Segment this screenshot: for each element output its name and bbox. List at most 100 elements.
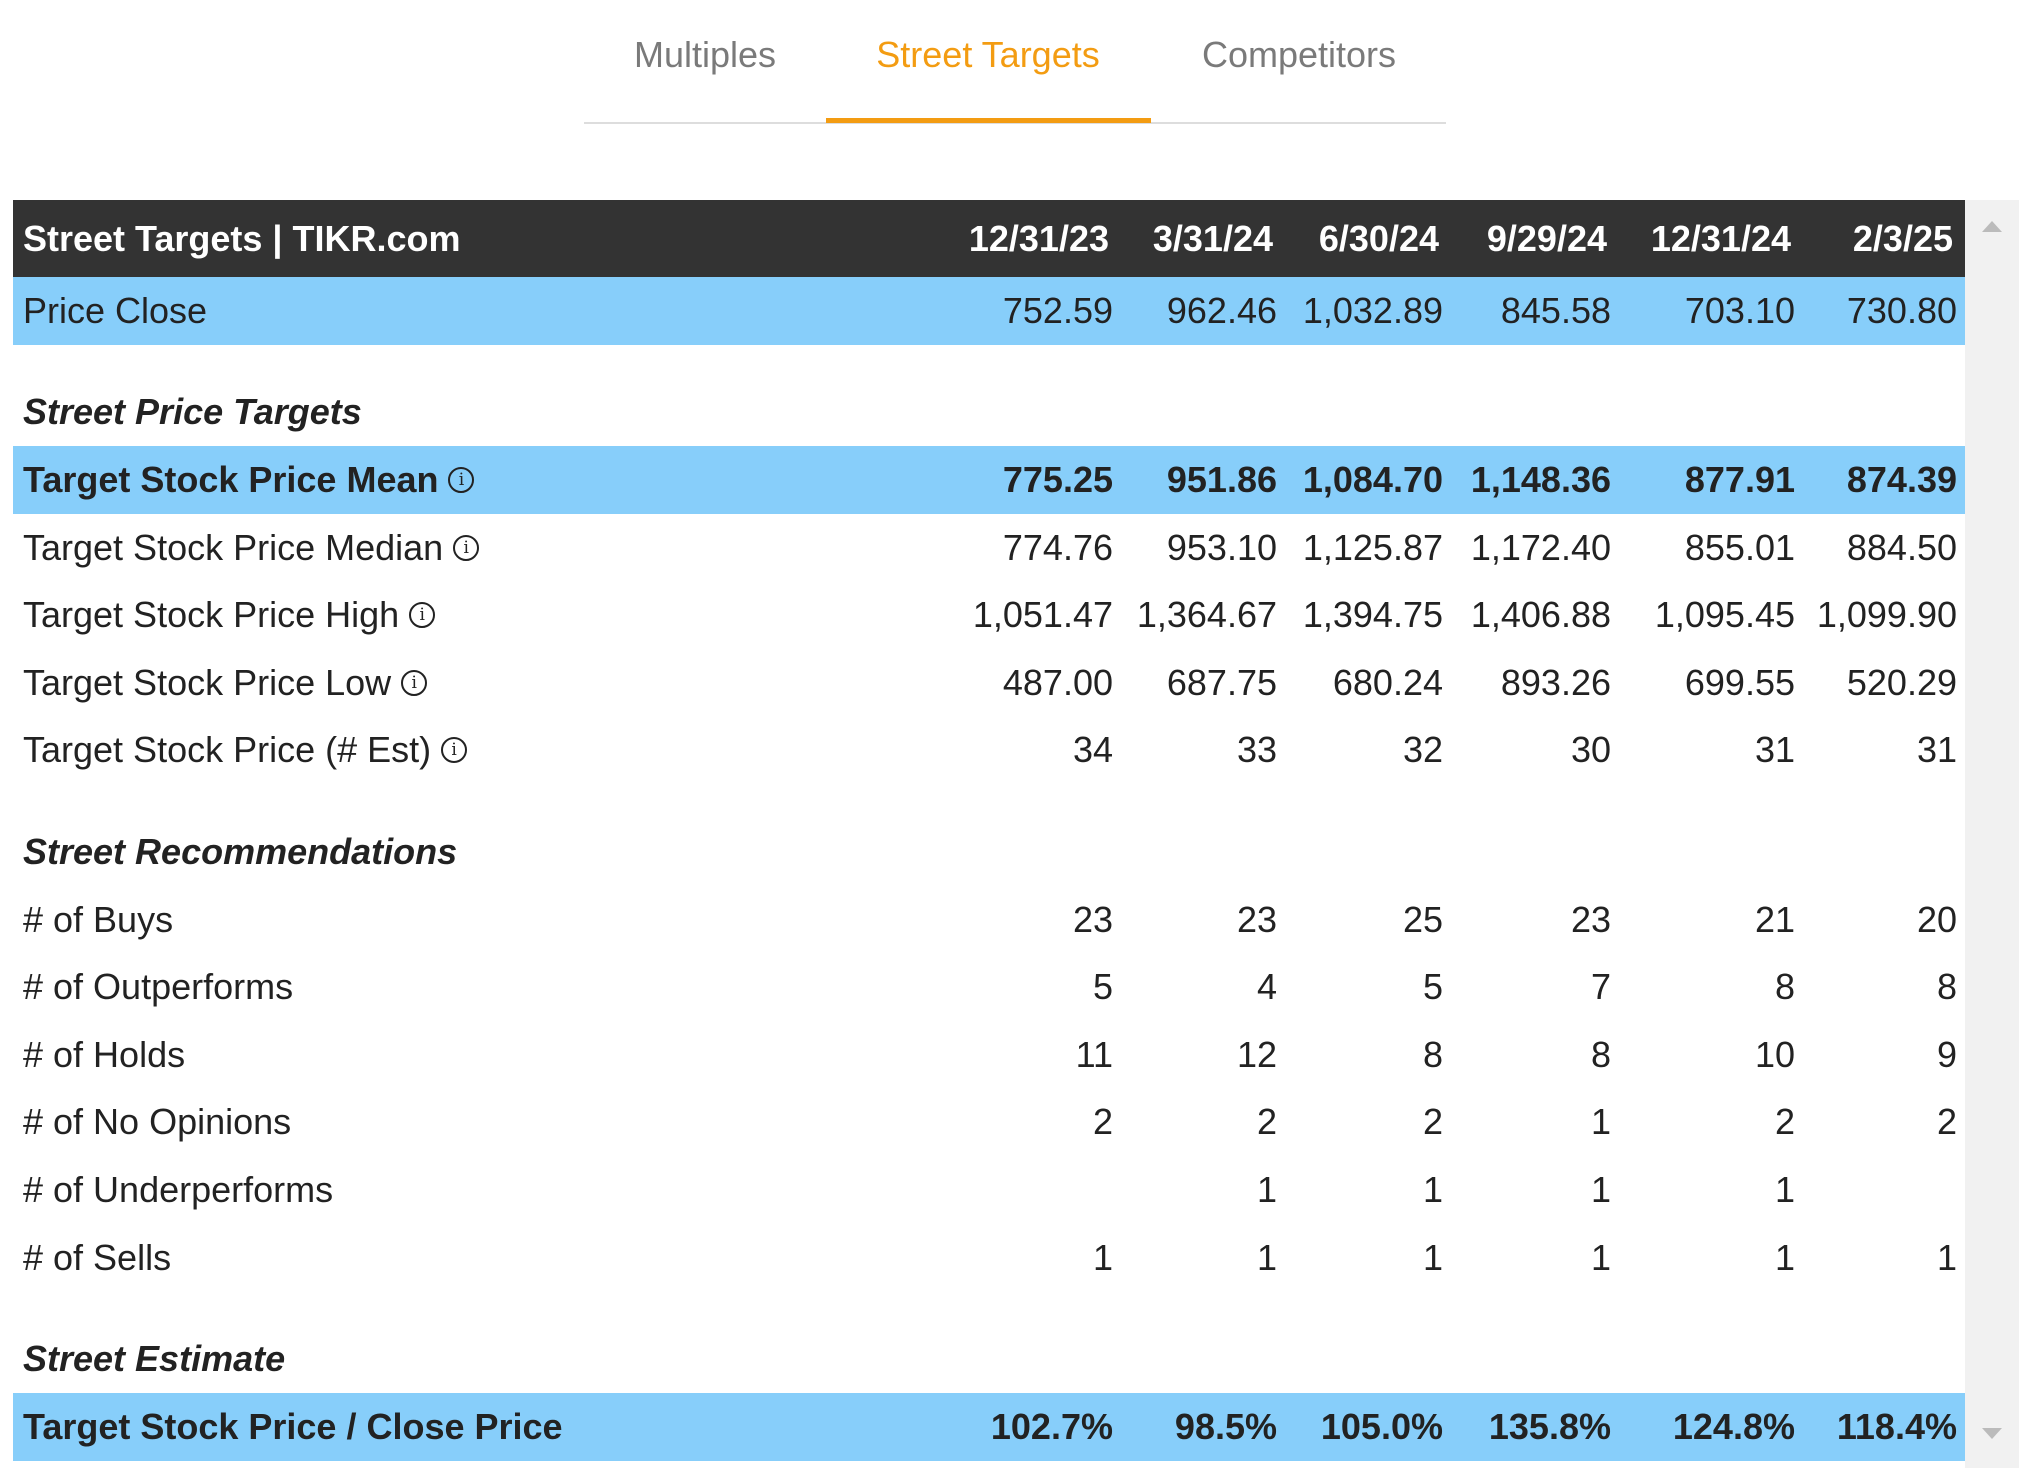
value-cell: 23 [1570,898,1611,940]
data-row: Price Close 752.59 962.46 1,032.89 845.58 703… [13,277,1965,345]
section-title: Street Price Targets [23,391,362,433]
value-cell: 102.7% [990,1405,1113,1447]
column-header: 12/31/23 [968,217,1109,259]
value-cell: 8 [1936,966,1957,1008]
value-cell: 845.58 [1500,289,1611,331]
value-cell: 1 [1590,1236,1611,1278]
value-cell: 1 [1256,1236,1277,1278]
table-title: Street Targets | TIKR.com [23,217,461,259]
value-cell: 1,084.70 [1302,458,1443,500]
value-cell: 31 [1754,729,1795,771]
value-cell: 1,095.45 [1654,594,1795,636]
value-cell: 1 [1774,1236,1795,1278]
value-cell: 8 [1422,1033,1443,1075]
row-label: Target Stock Price Low i [23,649,428,717]
value-cell: 774.76 [1002,526,1113,568]
section-row: Street Recommendations [13,818,1965,886]
value-cell: 12 [1236,1033,1277,1075]
data-row: # of No Opinions 2 2 2 1 2 2 [13,1089,1965,1157]
value-cell: 687.75 [1166,661,1277,703]
value-cell: 124.8% [1672,1405,1795,1447]
value-cell: 874.39 [1846,458,1957,500]
row-label: # of Sells [23,1236,172,1278]
value-cell: 2 [1936,1101,1957,1143]
value-cell: 703.10 [1684,289,1795,331]
data-row: # of Sells 1 1 1 1 1 1 [13,1224,1965,1292]
data-row: Target Stock Price (# Est) i 34 33 32 30 31 31 [13,717,1965,785]
value-cell: 30 [1570,729,1611,771]
value-cell: 23 [1236,898,1277,940]
data-row: # of Underperforms 1 1 1 1 [13,1156,1965,1224]
value-cell: 520.29 [1846,661,1957,703]
value-cell: 730.80 [1846,289,1957,331]
value-cell: 118.4% [1836,1405,1957,1447]
value-cell: 1,364.67 [1136,594,1277,636]
value-cell: 487.00 [1002,661,1113,703]
value-cell: 1,099.90 [1816,594,1957,636]
value-cell: 1 [1422,1236,1443,1278]
value-cell: 8 [1590,1033,1611,1075]
row-label: Target Stock Price / Close Price [23,1405,563,1447]
value-cell: 2 [1774,1101,1795,1143]
row-label: Price Close [23,289,208,331]
value-cell: 2 [1092,1101,1113,1143]
value-cell: 1,125.87 [1302,526,1443,568]
row-label: # of No Opinions [23,1101,292,1143]
value-cell: 10 [1754,1033,1795,1075]
value-cell: 893.26 [1500,661,1611,703]
scrollbar[interactable] [1965,200,2019,1468]
info-icon[interactable]: i [441,737,468,764]
tab[interactable]: Street Targets [876,34,1100,75]
column-header: 9/29/24 [1486,217,1607,259]
tab[interactable]: Multiples [633,34,777,75]
value-cell: 884.50 [1846,526,1957,568]
value-cell: 20 [1916,898,1957,940]
row-label: Target Stock Price High i [23,581,436,649]
data-row: # of Holds 11 12 8 8 10 9 [13,1021,1965,1089]
value-cell: 1 [1590,1101,1611,1143]
value-cell: 9 [1936,1033,1957,1075]
value-cell: 877.91 [1684,458,1795,500]
row-label: # of Underperforms [23,1168,334,1210]
value-cell: 1 [1590,1168,1611,1210]
value-cell: 32 [1402,729,1443,771]
data-row: Target Stock Price / Close Price 102.7% 98… [13,1393,1965,1461]
row-label: Target Stock Price (# Est) i [23,717,468,785]
value-cell: 135.8% [1488,1405,1611,1447]
value-cell: 1 [1422,1168,1443,1210]
section-title: Street Recommendations [23,830,458,872]
section-row: Street Estimate [13,1325,1965,1393]
value-cell: 4 [1256,966,1277,1008]
value-cell: 2 [1422,1101,1443,1143]
value-cell: 1,051.47 [972,594,1113,636]
data-row: Target Stock Price High i 1,051.47 1,364.67… [13,581,1965,649]
info-icon[interactable]: i [453,534,480,561]
data-row: # of Buys 23 23 25 23 21 20 [13,886,1965,954]
value-cell: 962.46 [1166,289,1277,331]
value-cell: 953.10 [1166,526,1277,568]
row-label: # of Holds [23,1033,186,1075]
info-icon[interactable]: i [409,602,436,629]
info-icon[interactable]: i [401,669,428,696]
tab-divider [584,122,1446,124]
data-row: Target Stock Price Mean i 775.25 951.86 1,08… [13,446,1965,514]
value-cell: 1,148.36 [1470,458,1611,500]
info-icon[interactable]: i [448,466,475,493]
data-row: Target Stock Price Low i 487.00 687.75 680.2… [13,649,1965,717]
value-cell: 2 [1256,1101,1277,1143]
tab-underline [826,118,1151,123]
value-cell: 98.5% [1174,1405,1277,1447]
section-title: Street Estimate [23,1338,286,1380]
value-cell: 105.0% [1320,1405,1443,1447]
value-cell: 34 [1072,729,1113,771]
row-label: Target Stock Price Median i [23,514,480,582]
data-row: Target Stock Price Median i 774.76 953.10 1,… [13,514,1965,582]
tab[interactable]: Competitors [1201,34,1397,75]
row-label: Target Stock Price Mean i [23,446,475,514]
value-cell: 1 [1774,1168,1795,1210]
value-cell: 699.55 [1684,661,1795,703]
value-cell: 775.25 [1002,458,1113,500]
value-cell: 1 [1936,1236,1957,1278]
value-cell: 1,394.75 [1302,594,1443,636]
